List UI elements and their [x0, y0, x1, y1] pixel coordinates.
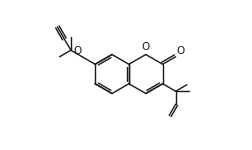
Text: O: O — [176, 46, 184, 56]
Text: O: O — [73, 46, 82, 56]
Text: O: O — [141, 42, 149, 52]
